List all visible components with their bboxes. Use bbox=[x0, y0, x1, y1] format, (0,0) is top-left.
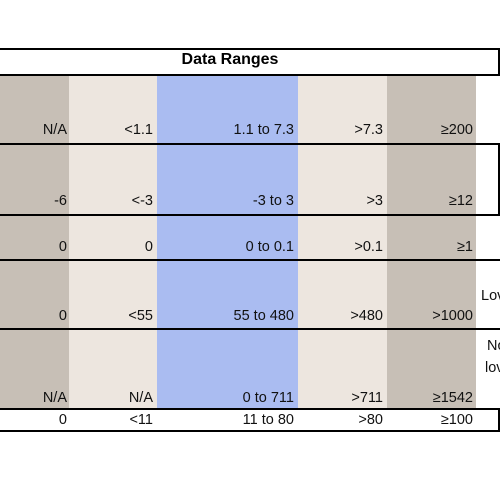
row-border-2 bbox=[0, 214, 500, 216]
cell-r3-c3: 0 to 0.1 bbox=[245, 239, 294, 255]
cell-r4-c4: >480 bbox=[350, 308, 383, 324]
cell-r2-c4: >3 bbox=[366, 193, 383, 209]
column-fill-5 bbox=[387, 76, 476, 409]
cell-r6-c3: 11 to 80 bbox=[242, 412, 294, 428]
cell-r3-c1: 0 bbox=[58, 239, 67, 255]
cell-r3-c2: 0 bbox=[144, 239, 153, 255]
cell-r2-c5: ≥12 bbox=[448, 193, 473, 209]
cell-r5-c2: N/A bbox=[128, 390, 153, 406]
cell-r4-c3: 55 to 480 bbox=[233, 308, 294, 324]
right-border-segment-3 bbox=[498, 408, 500, 432]
cell-r5-c5: ≥1542 bbox=[432, 390, 473, 406]
cell-r1-c4: >7.3 bbox=[354, 122, 383, 138]
cell-r1-c1: N/A bbox=[42, 122, 67, 138]
table-bottom-border bbox=[0, 430, 500, 432]
side-note-1: Lov bbox=[481, 288, 500, 304]
cell-r1-c5: ≥200 bbox=[440, 122, 473, 138]
right-border-segment-2 bbox=[498, 143, 500, 216]
row-border-4 bbox=[0, 328, 500, 330]
cell-r4-c1: 0 bbox=[58, 308, 67, 324]
header-bottom-border bbox=[0, 74, 500, 76]
cell-r3-c5: ≥1 bbox=[456, 239, 473, 255]
row-border-3 bbox=[0, 259, 500, 261]
row-border-5 bbox=[0, 408, 500, 410]
cell-r4-c5: >1000 bbox=[432, 308, 473, 324]
cell-r2-c2: <-3 bbox=[131, 193, 153, 209]
cell-r2-c1: -6 bbox=[54, 193, 67, 209]
column-fill-2 bbox=[69, 76, 157, 409]
column-fill-1 bbox=[0, 76, 69, 409]
cell-r5-c1: N/A bbox=[42, 390, 67, 406]
row-border-1 bbox=[0, 143, 500, 145]
cell-r6-c5: ≥100 bbox=[440, 412, 473, 428]
cell-r6-c1: 0 bbox=[58, 412, 67, 428]
side-note-3: lov bbox=[485, 360, 500, 376]
cell-r3-c4: >0.1 bbox=[354, 239, 383, 255]
cell-r5-c3: 0 to 711 bbox=[242, 390, 294, 406]
column-fill-4 bbox=[298, 76, 387, 409]
cell-r6-c4: >80 bbox=[358, 412, 383, 428]
column-fill-3 bbox=[157, 76, 298, 409]
cell-r4-c2: <55 bbox=[128, 308, 153, 324]
cell-r1-c2: <1.1 bbox=[124, 122, 153, 138]
cell-r2-c3: -3 to 3 bbox=[252, 193, 294, 209]
cell-r6-c2: <11 bbox=[129, 412, 153, 428]
right-border-segment-1 bbox=[498, 48, 500, 76]
table-title: Data Ranges bbox=[181, 51, 279, 68]
cell-r1-c3: 1.1 to 7.3 bbox=[233, 122, 294, 138]
title-top-border bbox=[0, 48, 500, 50]
side-note-2: No bbox=[487, 338, 500, 354]
cell-r5-c4: >711 bbox=[351, 390, 383, 406]
